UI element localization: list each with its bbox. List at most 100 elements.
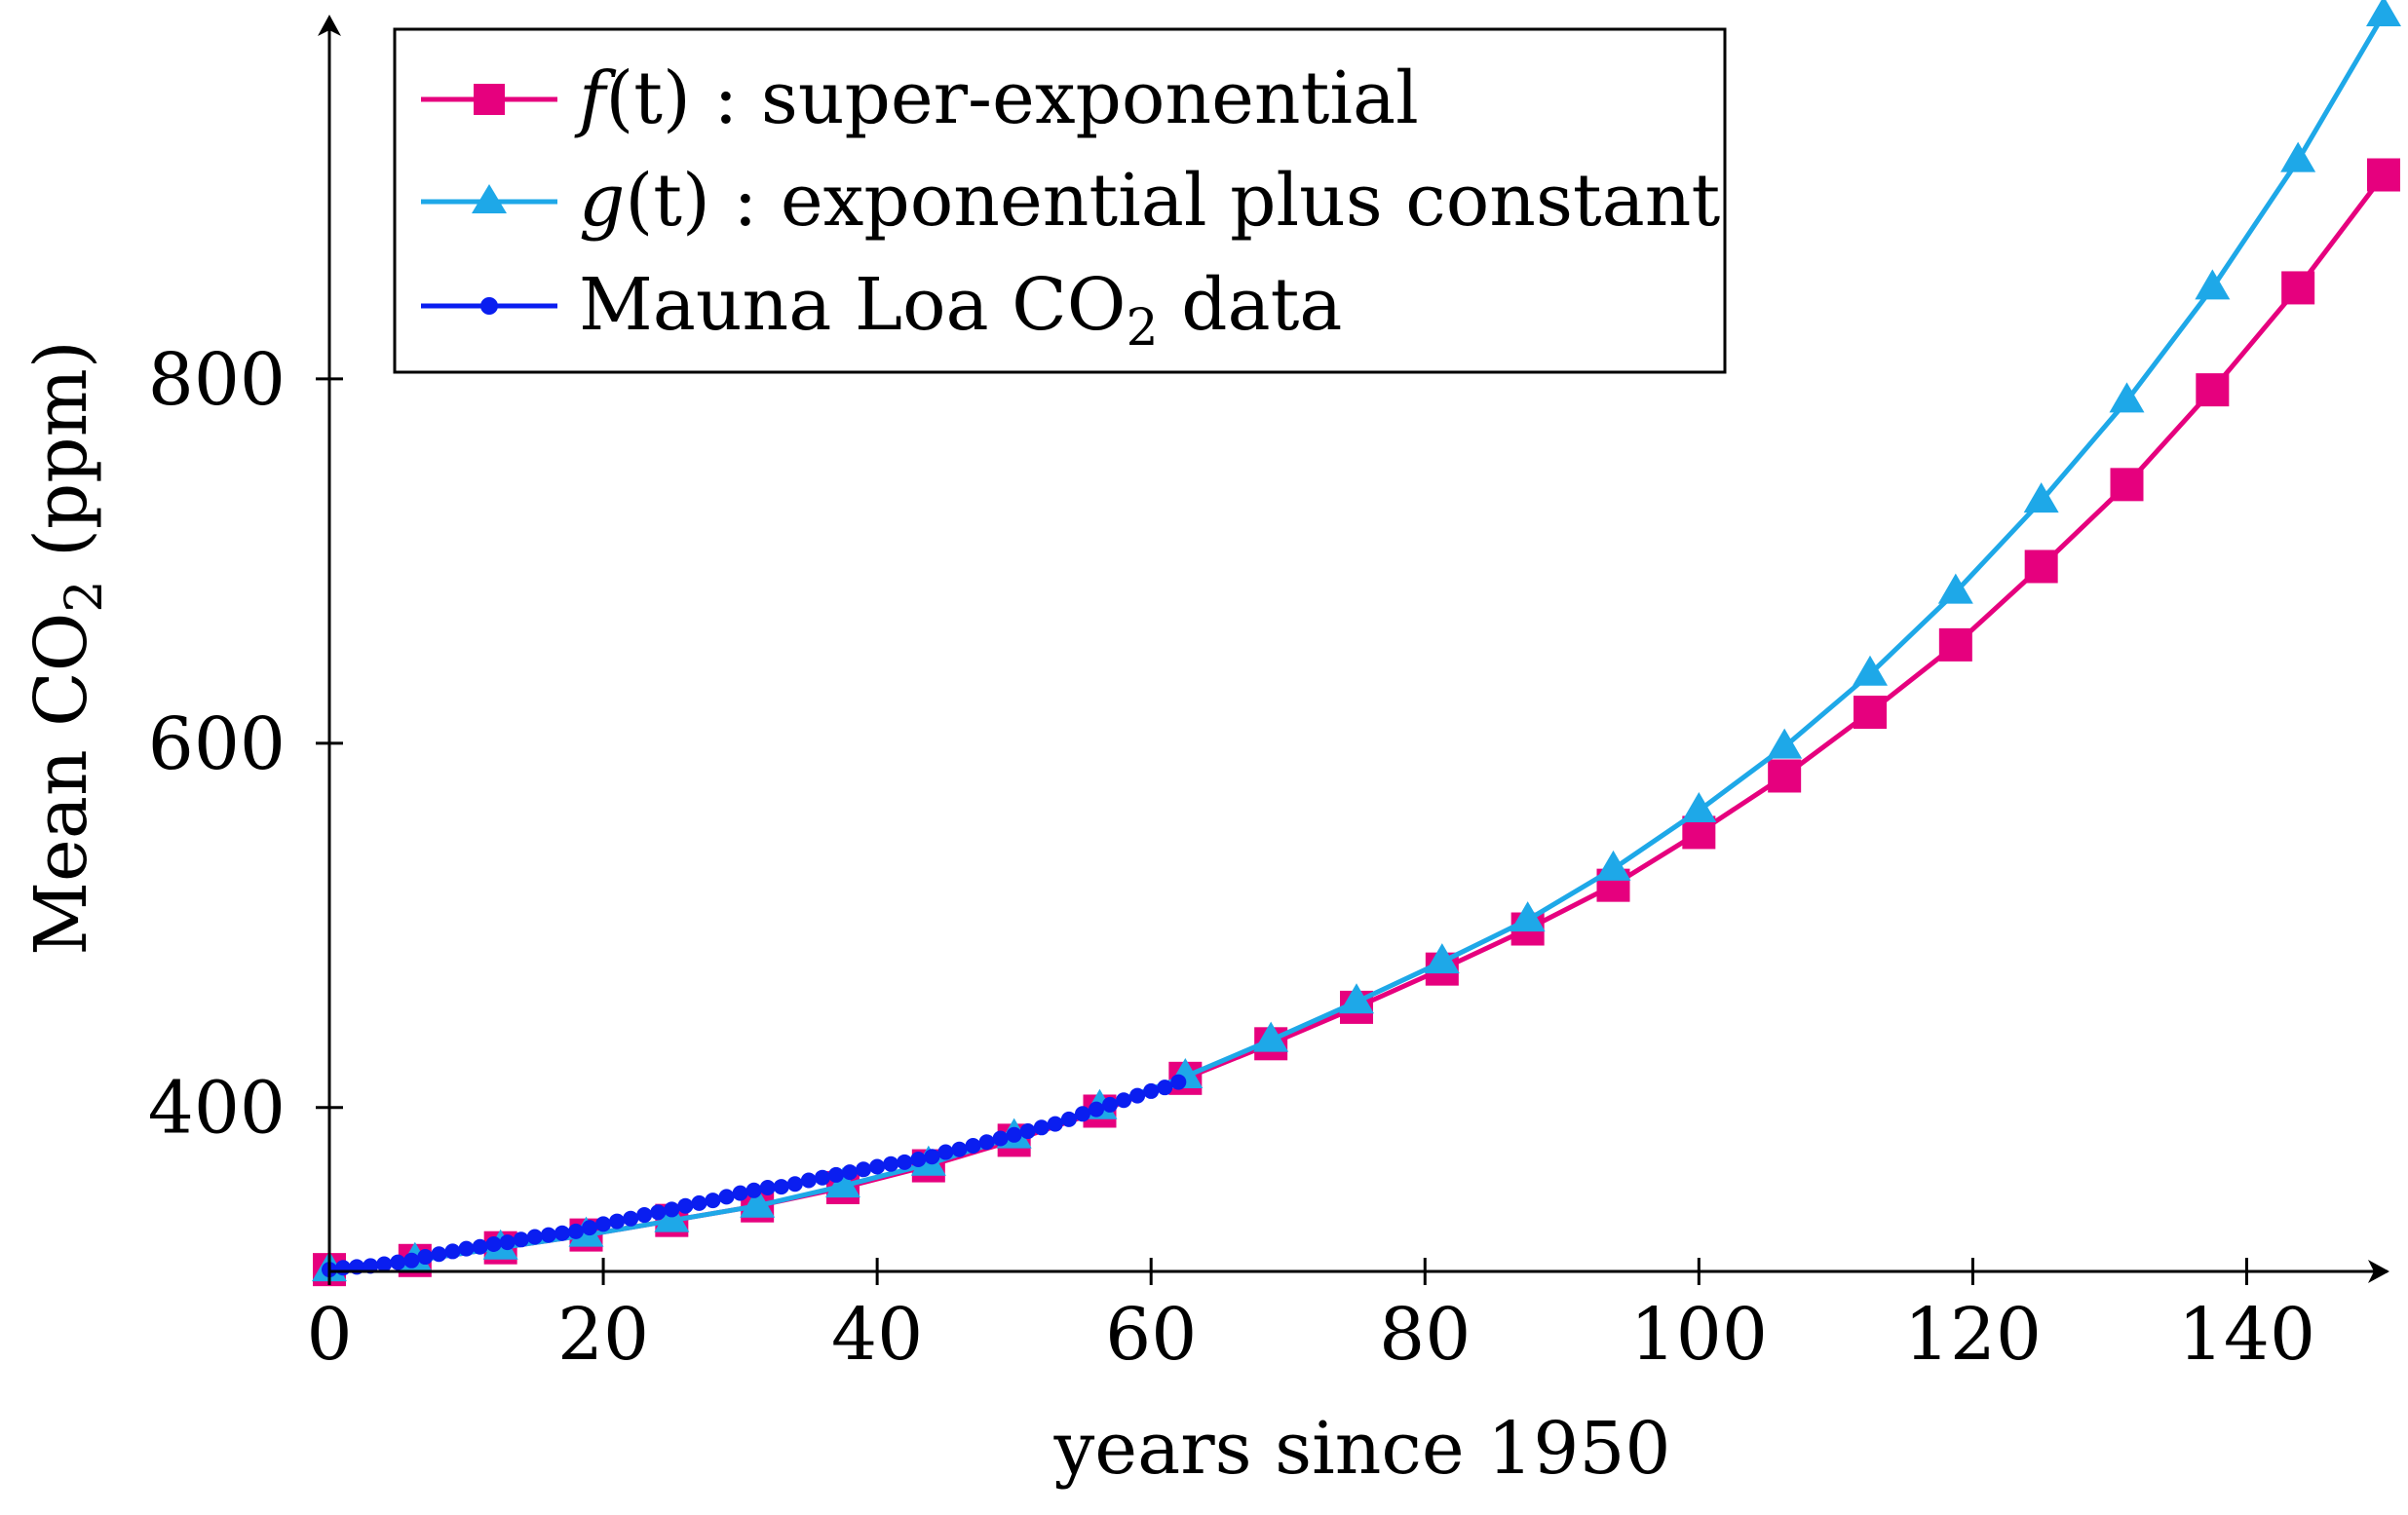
- data-point-g: [2280, 141, 2316, 172]
- data-point-mauna: [1102, 1096, 1119, 1113]
- data-point-mauna: [814, 1169, 830, 1186]
- x-ticks: 0 20 40 60 80 100 120 140: [306, 1258, 2315, 1377]
- y-axis-title: Mean CO2 (ppm): [19, 340, 114, 955]
- data-point-mauna: [335, 1260, 352, 1276]
- data-point-mauna: [554, 1225, 570, 1241]
- data-point-f: [2281, 271, 2315, 305]
- legend-label-mauna: Mauna Loa CO2 data: [579, 263, 1342, 358]
- data-point-mauna: [376, 1256, 393, 1272]
- data-point-g: [1767, 728, 1803, 759]
- data-point-g: [1510, 901, 1546, 932]
- data-point-g: [1937, 573, 1973, 604]
- x-tick-label: 60: [1105, 1293, 1197, 1377]
- data-point-g: [1681, 792, 1717, 822]
- data-point-mauna: [458, 1240, 475, 1257]
- legend: f(t) : super-exponential g(t) : exponent…: [393, 27, 1727, 374]
- data-point-mauna: [485, 1235, 502, 1252]
- y-tick-label: 400: [148, 1067, 286, 1151]
- series-line-mauna: [328, 1079, 1180, 1273]
- data-point-mauna: [856, 1161, 872, 1178]
- data-point-f: [2196, 373, 2230, 407]
- legend-marker-g: [472, 184, 507, 213]
- legend-marker-f: [474, 84, 505, 115]
- legend-label-g-func: g: [579, 159, 625, 243]
- axes: [318, 15, 2389, 1283]
- legend-entry-g: g(t) : exponential plus constant: [421, 159, 1720, 243]
- data-point-mauna: [1047, 1116, 1063, 1132]
- data-point-mauna: [444, 1243, 461, 1260]
- x-tick-label: 100: [1630, 1293, 1768, 1377]
- legend-label-g-arg: (t): [625, 159, 709, 243]
- data-point-g: [2195, 269, 2231, 300]
- data-point-mauna: [363, 1258, 379, 1274]
- y-axis-arrow-icon: [318, 15, 341, 36]
- data-point-f: [1768, 759, 1802, 793]
- x-tick-label: 0: [306, 1293, 352, 1377]
- data-point-mauna: [403, 1252, 420, 1269]
- data-point-mauna: [1129, 1087, 1146, 1104]
- data-point-f: [2110, 468, 2144, 502]
- data-point-mauna: [1170, 1074, 1187, 1090]
- data-point-g: [1595, 850, 1631, 881]
- y-axis-title-unit: (ppm): [19, 340, 103, 580]
- legend-label-mauna-text: Mauna Loa CO: [579, 263, 1126, 347]
- legend-entry-f: f(t) : super-exponential: [421, 57, 1419, 140]
- data-point-mauna: [732, 1185, 748, 1201]
- legend-label-g-text: : exponential plus constant: [710, 159, 1721, 243]
- data-point-mauna: [773, 1179, 789, 1195]
- data-point-mauna: [965, 1138, 981, 1154]
- data-point-mauna: [992, 1130, 1009, 1147]
- x-tick-label: 20: [557, 1293, 649, 1377]
- data-point-mauna: [897, 1154, 913, 1170]
- data-point-f: [1854, 696, 1887, 730]
- x-tick-label: 40: [831, 1293, 923, 1377]
- data-point-mauna: [800, 1172, 817, 1189]
- data-point-mauna: [1088, 1101, 1104, 1117]
- legend-box: [393, 27, 1727, 374]
- data-point-mauna: [705, 1193, 721, 1209]
- legend-label-f: f(t) : super-exponential: [574, 57, 1419, 140]
- x-tick-label: 140: [2178, 1293, 2315, 1377]
- data-point-mauna: [869, 1158, 886, 1175]
- data-point-g: [825, 1167, 860, 1198]
- data-point-mauna: [595, 1216, 612, 1232]
- legend-entry-mauna: Mauna Loa CO2 data: [421, 263, 1342, 358]
- data-point-mauna: [1019, 1123, 1036, 1140]
- data-point-mauna: [1116, 1092, 1132, 1109]
- x-axis-arrow-icon: [2368, 1260, 2389, 1283]
- data-point-mauna: [390, 1254, 406, 1270]
- data-point-mauna: [842, 1164, 859, 1181]
- legend-label-f-text: : super-exponential: [691, 57, 1419, 140]
- data-point-g: [1339, 983, 1374, 1014]
- data-point-mauna: [582, 1220, 598, 1236]
- data-point-f: [1938, 627, 1972, 662]
- legend-label-f-arg: (t): [605, 57, 690, 140]
- data-point-f: [2367, 158, 2400, 192]
- data-point-g: [740, 1187, 776, 1218]
- y-axis-title-main: Mean CO: [19, 613, 103, 956]
- data-point-mauna: [650, 1204, 667, 1221]
- legend-label-g: g(t) : exponential plus constant: [579, 159, 1720, 243]
- y-tick-label: 600: [148, 702, 286, 786]
- y-ticks: 400 600 800: [148, 338, 343, 1151]
- data-point-mauna: [472, 1238, 488, 1255]
- data-point-mauna: [937, 1144, 954, 1160]
- data-point-f: [2024, 549, 2058, 584]
- data-point-g: [2366, 0, 2401, 26]
- data-point-mauna: [745, 1182, 762, 1198]
- data-point-mauna: [664, 1201, 680, 1218]
- data-point-g: [2109, 382, 2145, 413]
- x-axis-title: years since 1950: [1053, 1407, 1671, 1491]
- data-point-g: [1853, 655, 1888, 686]
- data-point-mauna: [499, 1234, 516, 1251]
- data-point-mauna: [978, 1134, 995, 1151]
- data-point-mauna: [1006, 1126, 1022, 1143]
- data-point-mauna: [677, 1197, 694, 1214]
- data-point-mauna: [431, 1246, 447, 1263]
- data-point-mauna: [526, 1229, 543, 1245]
- data-point-mauna: [1060, 1111, 1077, 1127]
- legend-label-mauna-tail: data: [1159, 263, 1343, 347]
- x-tick-label: 120: [1904, 1293, 2042, 1377]
- data-point-g: [2023, 482, 2059, 513]
